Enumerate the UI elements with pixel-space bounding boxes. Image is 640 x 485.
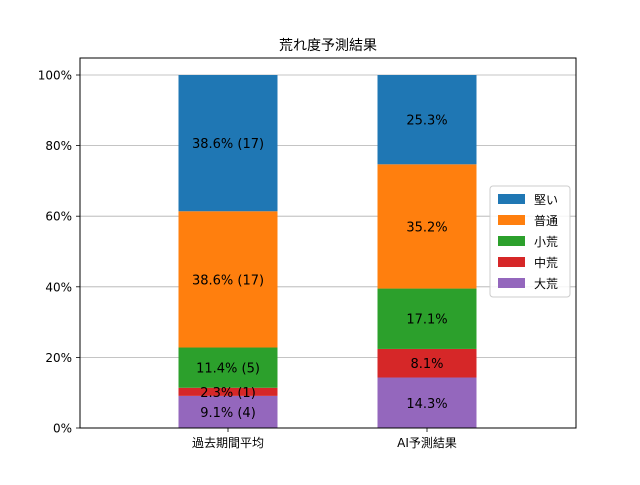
plot-frame	[79, 57, 577, 429]
bar-segment-堅い-1	[377, 75, 477, 165]
bars-layer	[178, 75, 477, 428]
data-label-中荒-0: 2.3% (1)	[200, 386, 256, 401]
y-tick-label-40: 40%	[45, 280, 72, 294]
legend-label-普通: 普通	[534, 214, 558, 228]
legend-swatch-普通	[498, 215, 525, 225]
data-labels-layer: 9.1% (4) 2.3% (1) 11.4% (5) 38.6% (17) 38.6%…	[192, 114, 448, 421]
y-tick-label-0: 0%	[53, 422, 72, 436]
y-tick-label-100: 100%	[38, 69, 72, 83]
y-axis: 0% 20% 40% 60% 80% 100%	[38, 69, 80, 436]
bar-segment-中荒-1	[377, 348, 477, 378]
bar-segment-堅い-0	[178, 75, 278, 212]
x-axis: 過去期間平均 AI予測結果	[192, 428, 457, 450]
data-label-中荒-1: 8.1%	[410, 357, 443, 372]
y-tick-label-80: 80%	[45, 139, 72, 153]
legend-label-堅い: 堅い	[534, 193, 558, 207]
chart-title: 荒れ度予測結果	[279, 38, 377, 54]
legend-swatch-小荒	[498, 236, 525, 246]
bar-segment-小荒-0	[178, 347, 278, 388]
bar-segment-大荒-1	[377, 377, 477, 428]
data-label-堅い-0: 38.6% (17)	[192, 137, 264, 152]
data-label-大荒-1: 14.3%	[406, 397, 447, 412]
legend-label-中荒: 中荒	[534, 255, 558, 270]
data-label-小荒-1: 17.1%	[406, 313, 447, 328]
data-label-小荒-0: 11.4% (5)	[196, 362, 260, 377]
data-label-普通-0: 38.6% (17)	[192, 273, 264, 288]
x-tick-label-0: 過去期間平均	[192, 436, 264, 450]
data-label-大荒-0: 9.1% (4)	[200, 406, 256, 421]
legend-swatch-大荒	[498, 278, 525, 288]
legend-swatch-堅い	[498, 194, 525, 204]
bar-segment-普通-0	[178, 211, 278, 348]
legend-label-小荒: 小荒	[534, 235, 558, 249]
x-tick-label-1: AI予測結果	[397, 436, 457, 450]
y-tick-label-20: 20%	[45, 351, 72, 365]
data-label-堅い-1: 25.3%	[406, 114, 447, 129]
bar-segment-大荒-0	[178, 395, 278, 428]
data-label-普通-1: 35.2%	[406, 220, 447, 235]
legend-swatch-中荒	[498, 257, 525, 267]
legend-label-大荒: 大荒	[534, 277, 558, 291]
bar-segment-中荒-0	[178, 387, 278, 396]
legend-box	[489, 185, 571, 298]
bar-segment-小荒-1	[377, 288, 477, 349]
y-tick-label-60: 60%	[45, 210, 72, 224]
bar-segment-普通-1	[377, 164, 477, 289]
